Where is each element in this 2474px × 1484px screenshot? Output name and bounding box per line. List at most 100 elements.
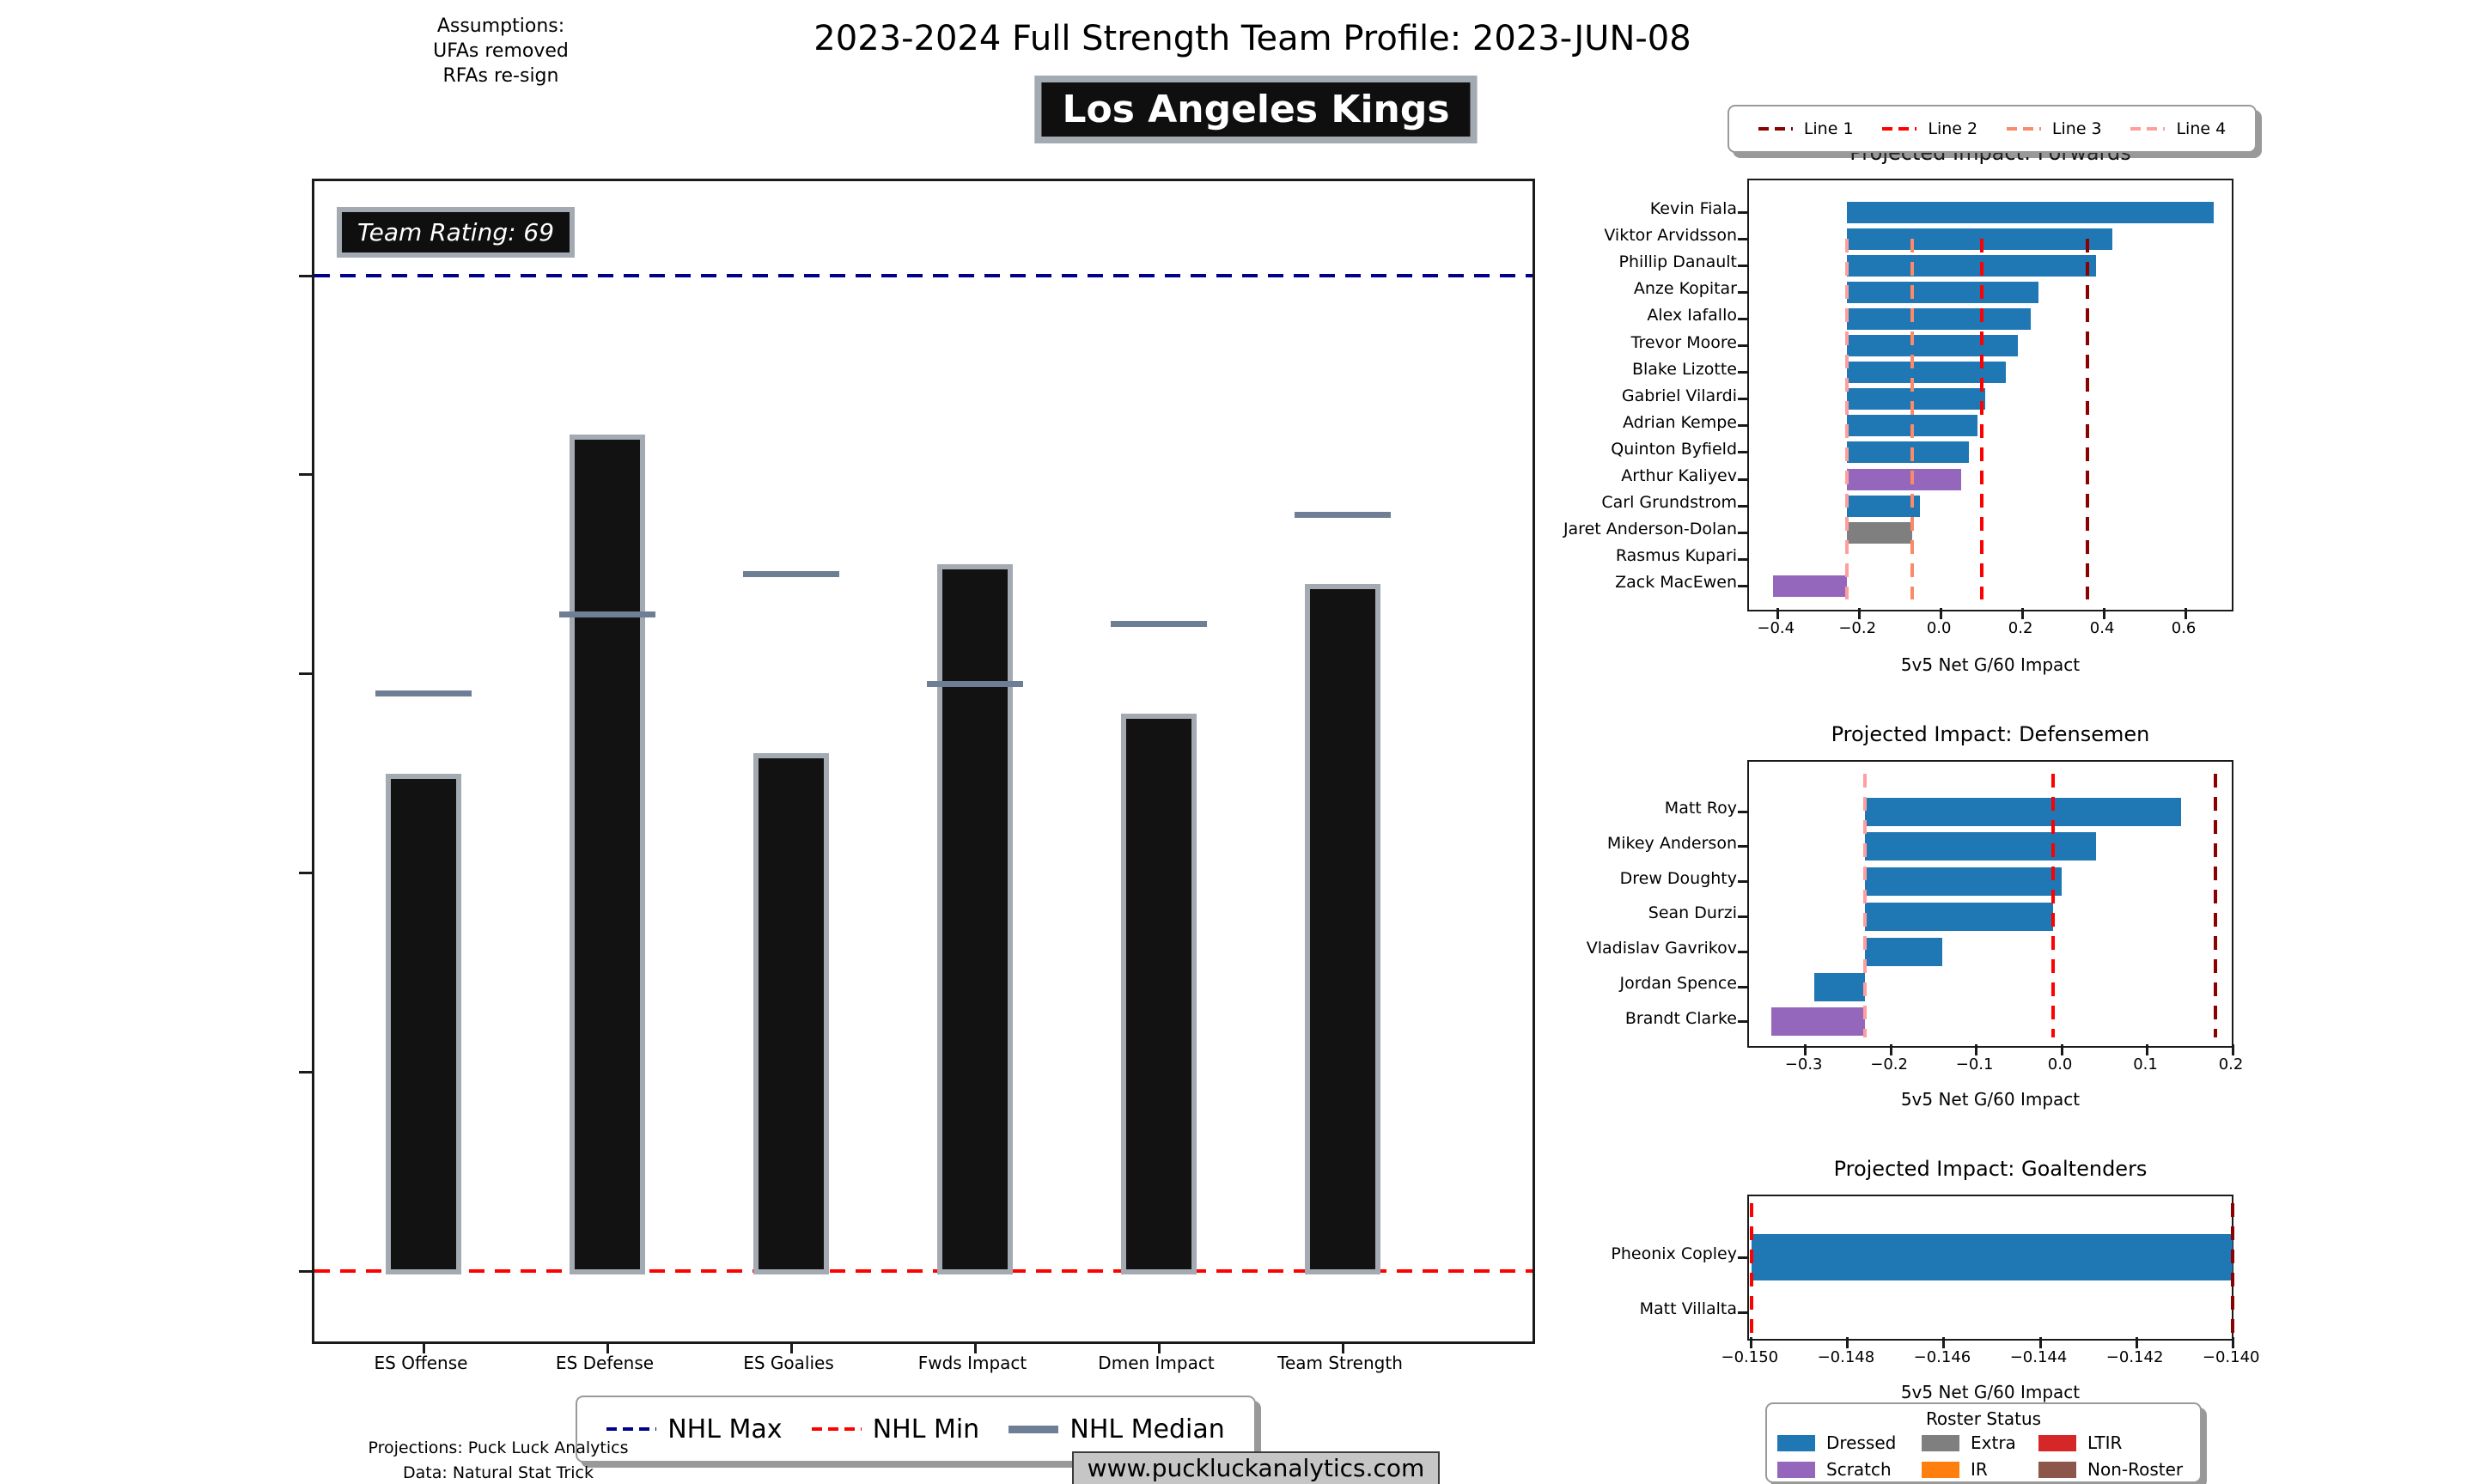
player-label: Zack MacEwen	[1615, 573, 1737, 593]
x-axis-tick	[2020, 608, 2024, 619]
bar-vladislav-gavrikov	[1865, 937, 1942, 966]
player-label: Gabriel Vilardi	[1621, 386, 1737, 405]
bar-zack-macewen	[1773, 575, 1847, 597]
nhl-median-marker	[559, 611, 655, 617]
y-axis-tick	[1738, 1311, 1747, 1314]
y-axis-tick	[299, 473, 312, 477]
bar-blake-lizotte	[1846, 362, 2007, 384]
x-tick-label: −0.150	[1721, 1348, 1779, 1366]
bar-team-strength	[1305, 584, 1380, 1274]
team-name-banner: Los Angeles Kings	[1034, 76, 1478, 143]
legend-label: NHL Median	[1069, 1414, 1225, 1444]
line4-dash-swatch-icon	[2130, 127, 2166, 131]
legend-item-line3: Line 3	[2006, 119, 2102, 138]
player-label: Trevor Moore	[1630, 332, 1737, 352]
x-axis-tick	[2184, 608, 2187, 619]
legend-label: Non-Roster	[2087, 1459, 2184, 1480]
bar-es-defense	[570, 435, 645, 1274]
bar-jaret-anderson-dolan	[1846, 521, 1912, 544]
ref-line-line4	[1844, 239, 1849, 599]
player-label: Matt Villalta	[1639, 1299, 1737, 1318]
legend-item-ltir: LTIR	[2038, 1432, 2190, 1453]
y-axis-tick	[1738, 915, 1747, 918]
x-axis-tick	[1341, 1341, 1344, 1353]
y-axis-tick	[1738, 398, 1747, 401]
x-axis-tick	[1939, 608, 1942, 619]
legend-item-line2: Line 2	[1882, 119, 1977, 138]
line2-dash-swatch-icon	[1882, 127, 1917, 131]
legend-label: Dressed	[1826, 1432, 1897, 1453]
y-axis-tick	[1738, 531, 1747, 534]
credits-projections: Projections: Puck Luck Analytics	[368, 1438, 629, 1457]
legend-item-extra: Extra	[1922, 1432, 2038, 1453]
nhl-median-line-swatch-icon	[1008, 1425, 1059, 1433]
y-axis-tick	[1738, 424, 1747, 428]
x-axis-tick	[1857, 608, 1861, 619]
player-label: Quinton Byfield	[1611, 439, 1737, 459]
bar-phillip-danault	[1846, 254, 2096, 277]
y-axis-tick	[1738, 371, 1747, 374]
scratch-swatch-icon	[1777, 1461, 1815, 1478]
x-axis-tick	[2102, 608, 2105, 619]
y-axis-tick	[1738, 1256, 1747, 1259]
player-label: Sean Durzi	[1648, 903, 1737, 923]
bar-anze-kopitar	[1846, 281, 2039, 303]
x-axis-tick	[1889, 1044, 1892, 1055]
bar-kevin-fiala	[1846, 201, 2215, 223]
y-axis-tick	[1738, 344, 1747, 347]
player-label: Kevin Fiala	[1649, 199, 1737, 218]
bar-brandt-clarke	[1770, 1007, 1866, 1037]
x-axis-tick	[1157, 1341, 1161, 1353]
player-label: Jaret Anderson-Dolan	[1563, 520, 1737, 539]
x-tick-label: −0.144	[2009, 1348, 2068, 1366]
y-axis-tick	[299, 274, 312, 277]
x-tick-label: 0.1	[2133, 1055, 2158, 1073]
bar-trevor-moore	[1846, 335, 2019, 356]
x-tick-label: 0.2	[2008, 619, 2033, 637]
player-label: Jordan Spence	[1619, 974, 1737, 993]
bar-sean-durzi	[1865, 902, 2054, 931]
x-axis-tick	[606, 1341, 609, 1353]
bar-gabriel-vilardi	[1846, 388, 1986, 411]
y-axis-tick	[1738, 504, 1747, 508]
legend-label: Line 2	[1928, 119, 1978, 138]
ref-line-line2	[2051, 774, 2056, 1037]
player-label: Carl Grundstrom	[1601, 493, 1737, 513]
legend-item-nhl-median: NHL Median	[1008, 1414, 1225, 1444]
roster-status-legend: Roster Status Dressed Extra LTIR Scratch…	[1765, 1402, 2202, 1483]
forwards-x-axis-label: 5v5 Net G/60 Impact	[1900, 654, 2081, 675]
x-tick-label: −0.140	[2202, 1348, 2260, 1366]
player-label: Adrian Kempe	[1623, 412, 1737, 432]
bar-carl-grundstrom	[1846, 495, 1921, 517]
category-label: Dmen Impact	[1098, 1353, 1215, 1373]
goaltenders-chart-title: Projected Impact: Goaltenders	[1833, 1157, 2148, 1181]
nhl-benchmark-legend: NHL Max NHL Min NHL Median	[576, 1396, 1256, 1463]
legend-label: Scratch	[1826, 1459, 1892, 1480]
y-axis-tick	[1738, 950, 1747, 953]
player-label: Arthur Kaliyev	[1621, 466, 1737, 485]
y-axis-tick	[1738, 237, 1747, 240]
page-title: 2023-2024 Full Strength Team Profile: 20…	[813, 19, 1691, 58]
legend-label: Line 3	[2051, 119, 2102, 138]
x-axis-tick	[2135, 1337, 2138, 1348]
category-label: Team Strength	[1277, 1353, 1403, 1373]
y-axis-tick	[1738, 317, 1747, 320]
bar-dmen-impact	[1121, 713, 1197, 1274]
player-label: Mikey Anderson	[1606, 833, 1737, 853]
player-label: Pheonix Copley	[1611, 1244, 1737, 1263]
legend-item-dressed: Dressed	[1777, 1432, 1922, 1453]
x-axis-tick	[973, 1341, 977, 1353]
y-axis-tick	[299, 1070, 312, 1073]
nhl-median-marker	[375, 690, 472, 697]
non-roster-swatch-icon	[2038, 1461, 2076, 1478]
y-axis-tick	[299, 1269, 312, 1273]
ir-swatch-icon	[1922, 1461, 1959, 1478]
team-rating-badge: Team Rating: 69	[337, 207, 576, 258]
x-axis-tick	[1846, 1337, 1849, 1348]
x-axis-tick	[2060, 1044, 2063, 1055]
x-tick-label: 0.6	[2171, 619, 2197, 637]
y-axis-tick	[1738, 985, 1747, 988]
bar-jordan-spence	[1813, 972, 1866, 1001]
defensemen-chart-title: Projected Impact: Defensemen	[1831, 722, 2150, 746]
